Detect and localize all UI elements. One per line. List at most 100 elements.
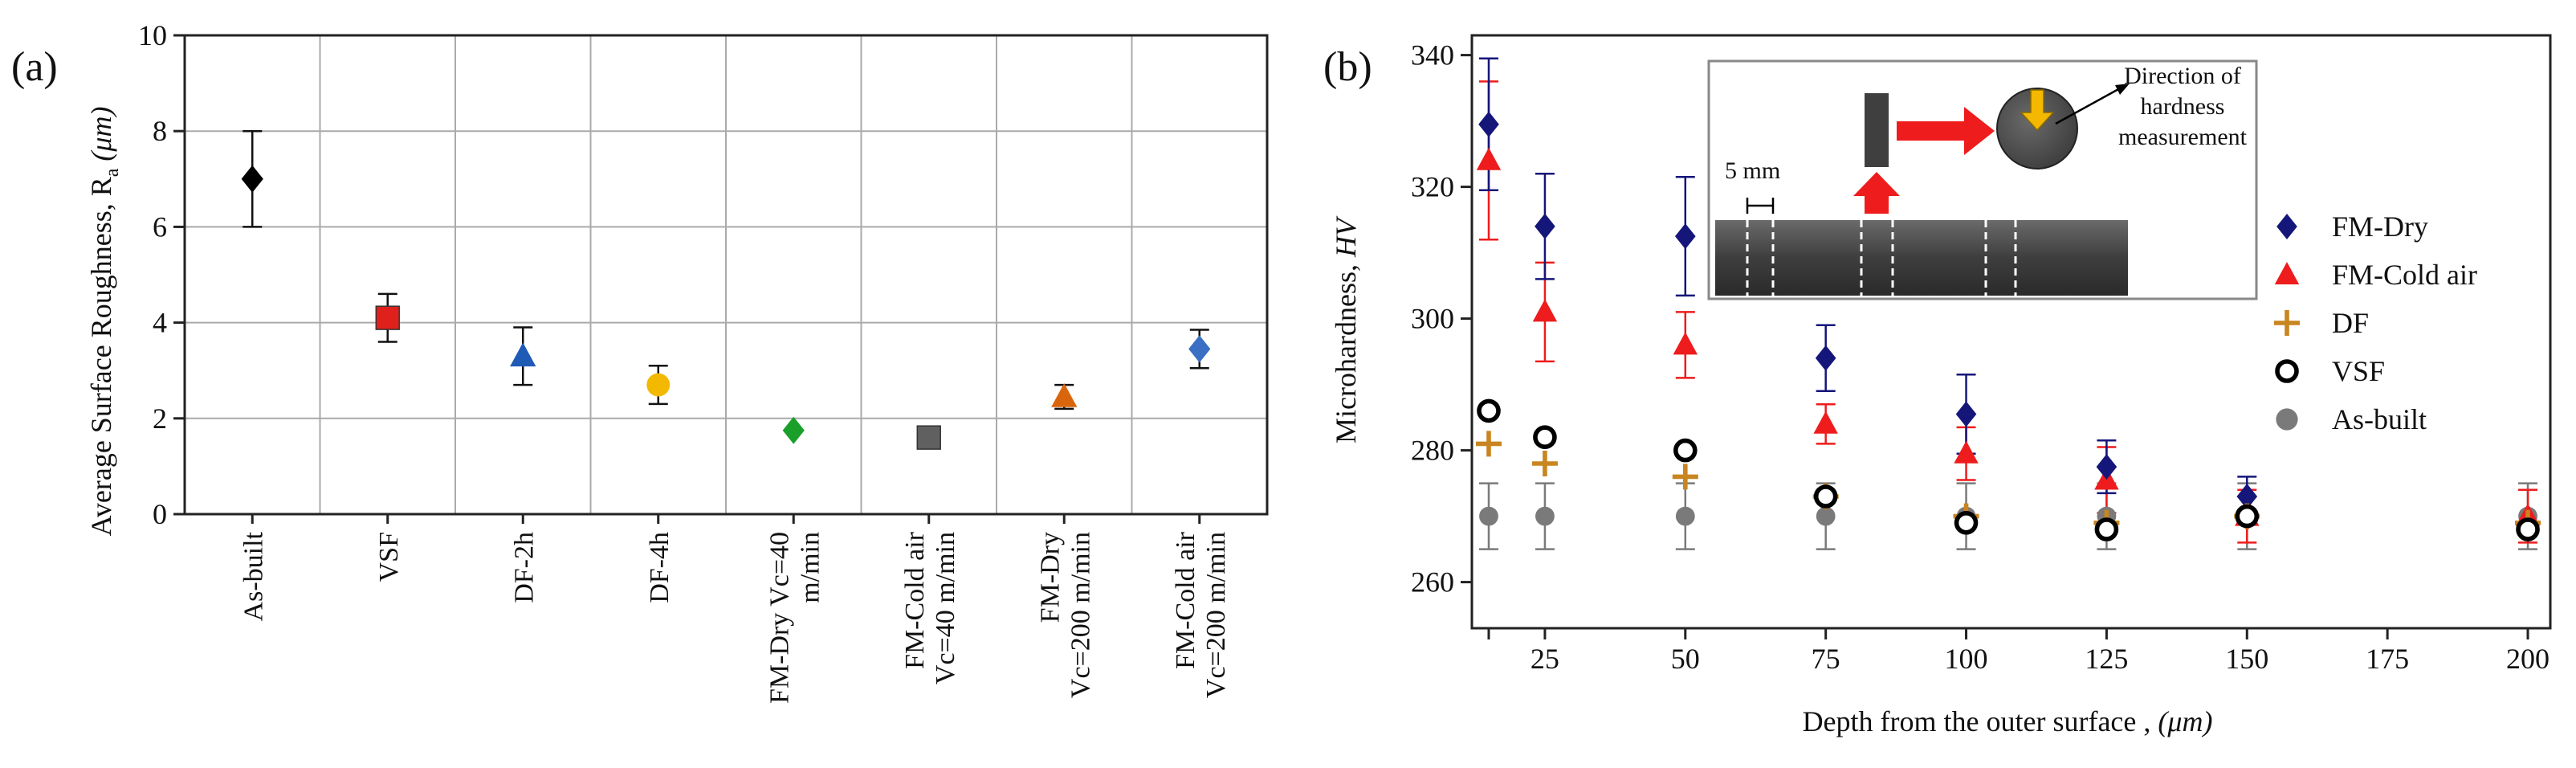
- panel-a-x-tick-label: VSF: [374, 532, 404, 582]
- panel-a-y-tick-label: 2: [153, 402, 167, 435]
- panel-a: (a) 0 2 4 6 8 10 As-built VSF DF-2h DF-4h FM-Dry …: [11, 19, 1269, 704]
- panel-b-point: [1477, 398, 1501, 423]
- panel-b-x-tick-label: 125: [2085, 643, 2128, 675]
- panel-a-x-tick-label: FM-Cold airVc=200 m/min: [1171, 531, 1231, 698]
- inset-caption-line-1: Direction of: [2124, 63, 2241, 89]
- panel-b-point: [1954, 440, 1979, 464]
- panel-b-point: [1479, 506, 1498, 526]
- panel-b-point: [1813, 484, 1838, 509]
- legend-label: DF: [2332, 307, 2369, 339]
- specimen-bar: [1715, 220, 2128, 296]
- panel-a-x-tick-label-line: DF-2h: [509, 532, 539, 603]
- inset-schematic: 5 mm Direction of hardness measurement: [1707, 59, 2258, 300]
- panel-a-x-tick-label: DF-4h: [645, 532, 675, 603]
- panel-a-point: [782, 416, 805, 444]
- panel-a-marks: [241, 129, 1211, 450]
- panel-a-x-tick-label-line: FM-Cold air: [1171, 531, 1200, 669]
- panel-a-x-tick-labels: As-built VSF DF-2h DF-4h FM-Dry Vc=40m/min FM…: [238, 514, 1231, 704]
- panel-b-x-tick-label: 200: [2506, 643, 2550, 675]
- panel-a-x-tick-label: FM-Cold airVc=40 m/min: [900, 531, 960, 684]
- panel-b-x-tick-label: 100: [1945, 643, 1988, 675]
- panel-a-point: [1051, 382, 1078, 407]
- panel-b-point: [1672, 464, 1698, 490]
- pointer-line: [2055, 87, 2121, 125]
- panel-a-x-tick-label: DF-2h: [509, 532, 539, 603]
- inset-caption-line-2: hardness: [2141, 93, 2225, 120]
- panel-b-x-tick-label: 50: [1671, 643, 1700, 675]
- panel-b-point: [1533, 425, 1557, 450]
- panel-b-point: [1955, 401, 1977, 427]
- panel-b-point: [1475, 431, 1502, 457]
- panel-a-x-tick-label-line: DF-4h: [645, 532, 675, 603]
- panel-a-x-tick-label-line: Vc=200 m/min: [1201, 532, 1231, 698]
- panel-b: (b) 260 280 300 320 340 25 50 75 100 125 150 175 20…: [1323, 34, 2552, 737]
- legend-label: FM-Dry: [2332, 210, 2428, 243]
- panel-b-x-axis-title: Depth from the outer surface , (μm): [1803, 705, 2213, 737]
- panel-a-point: [916, 425, 941, 450]
- panel-b-point: [1673, 332, 1698, 355]
- panel-b-y-tick-label: 340: [1411, 39, 1454, 71]
- panel-a-point: [241, 165, 263, 193]
- panel-b-y-ticks: 260 280 300 320 340: [1411, 39, 1472, 598]
- panel-b-x-tick-label: 175: [2366, 643, 2409, 675]
- panel-b-y-tick-label: 280: [1411, 435, 1454, 467]
- legend-label: VSF: [2332, 355, 2385, 387]
- legend-marker: [2274, 262, 2300, 284]
- panel-a-x-tick-label-line: Vc=200 m/min: [1066, 532, 1095, 698]
- slice-piece: [1865, 93, 1889, 167]
- panel-b-point: [1816, 506, 1836, 526]
- panel-a-x-tick-label: FM-Dry Vc=40m/min: [764, 532, 825, 704]
- panel-b-point: [1535, 213, 1555, 239]
- panel-a-grid: [185, 35, 1267, 514]
- legend-label: As-built: [2332, 403, 2427, 435]
- panel-b-x-tick-label: 75: [1812, 643, 1840, 675]
- panel-b-point: [2094, 517, 2119, 541]
- panel-b-marks: [1475, 111, 2541, 542]
- legend-marker: [2276, 408, 2298, 431]
- panel-b-point: [1675, 223, 1696, 250]
- panel-b-point: [1675, 506, 1695, 526]
- panel-b-plot-frame: [1470, 34, 2552, 630]
- panel-a-label: (a): [11, 44, 58, 90]
- scale-bar: [1746, 198, 1775, 214]
- panel-a-x-tick-label-line: FM-Dry: [1035, 532, 1065, 623]
- panel-b-point: [2236, 484, 2258, 509]
- panel-a-y-tick-label: 4: [153, 307, 167, 339]
- panel-b-point: [1476, 147, 1502, 170]
- panel-a-point: [1188, 335, 1211, 363]
- panel-a-x-tick-label: As-built: [238, 531, 268, 621]
- legend-label: FM-Cold air: [2332, 259, 2477, 291]
- panel-a-y-tick-label: 10: [138, 19, 167, 51]
- panel-b-x-ticks: 25 50 75 100 125 150 175 200: [1487, 628, 2550, 675]
- inset-caption-line-3: measurement: [2118, 124, 2248, 150]
- panel-b-point: [1813, 411, 1838, 434]
- panel-a-point: [510, 342, 536, 367]
- panel-a-x-tick-label-line: FM-Cold air: [900, 531, 930, 669]
- panel-b-point: [1478, 111, 1499, 137]
- legend-marker: [2275, 359, 2299, 383]
- panel-b-point: [2235, 504, 2260, 529]
- panel-a-x-tick-label-line: Vc=40 m/min: [931, 532, 960, 684]
- panel-b-x-tick-label: 150: [2225, 643, 2268, 675]
- panel-b-point: [2516, 517, 2540, 541]
- panel-a-point: [375, 305, 400, 330]
- panel-a-x-tick-label-line: m/min: [795, 532, 825, 603]
- panel-b-point: [1673, 438, 1698, 463]
- panel-b-point: [1535, 506, 1555, 526]
- legend-marker: [2274, 310, 2300, 336]
- panel-a-x-tick-label: FM-DryVc=200 m/min: [1035, 532, 1095, 698]
- panel-b-legend: FM-Dry FM-Cold air DF VSF As-built: [2274, 210, 2477, 435]
- panel-a-x-tick-label-line: FM-Dry Vc=40: [764, 532, 794, 704]
- panel-a-y-axis-title: Average Surface Roughness, Ra (μm): [85, 107, 123, 537]
- panel-b-point: [1954, 510, 1979, 535]
- panel-a-y-tick-label: 8: [153, 115, 167, 147]
- panel-b-point: [1531, 451, 1558, 476]
- arrow-right-icon: [1897, 107, 1995, 155]
- arrow-up-icon: [1853, 172, 1900, 214]
- panel-a-y-tick-label: 6: [153, 210, 167, 243]
- panel-a-x-tick-label-line: As-built: [238, 531, 268, 621]
- panel-b-point: [2096, 454, 2117, 480]
- scale-label: 5 mm: [1725, 157, 1780, 184]
- panel-b-label: (b): [1323, 44, 1372, 90]
- panel-b-y-tick-label: 260: [1411, 566, 1454, 598]
